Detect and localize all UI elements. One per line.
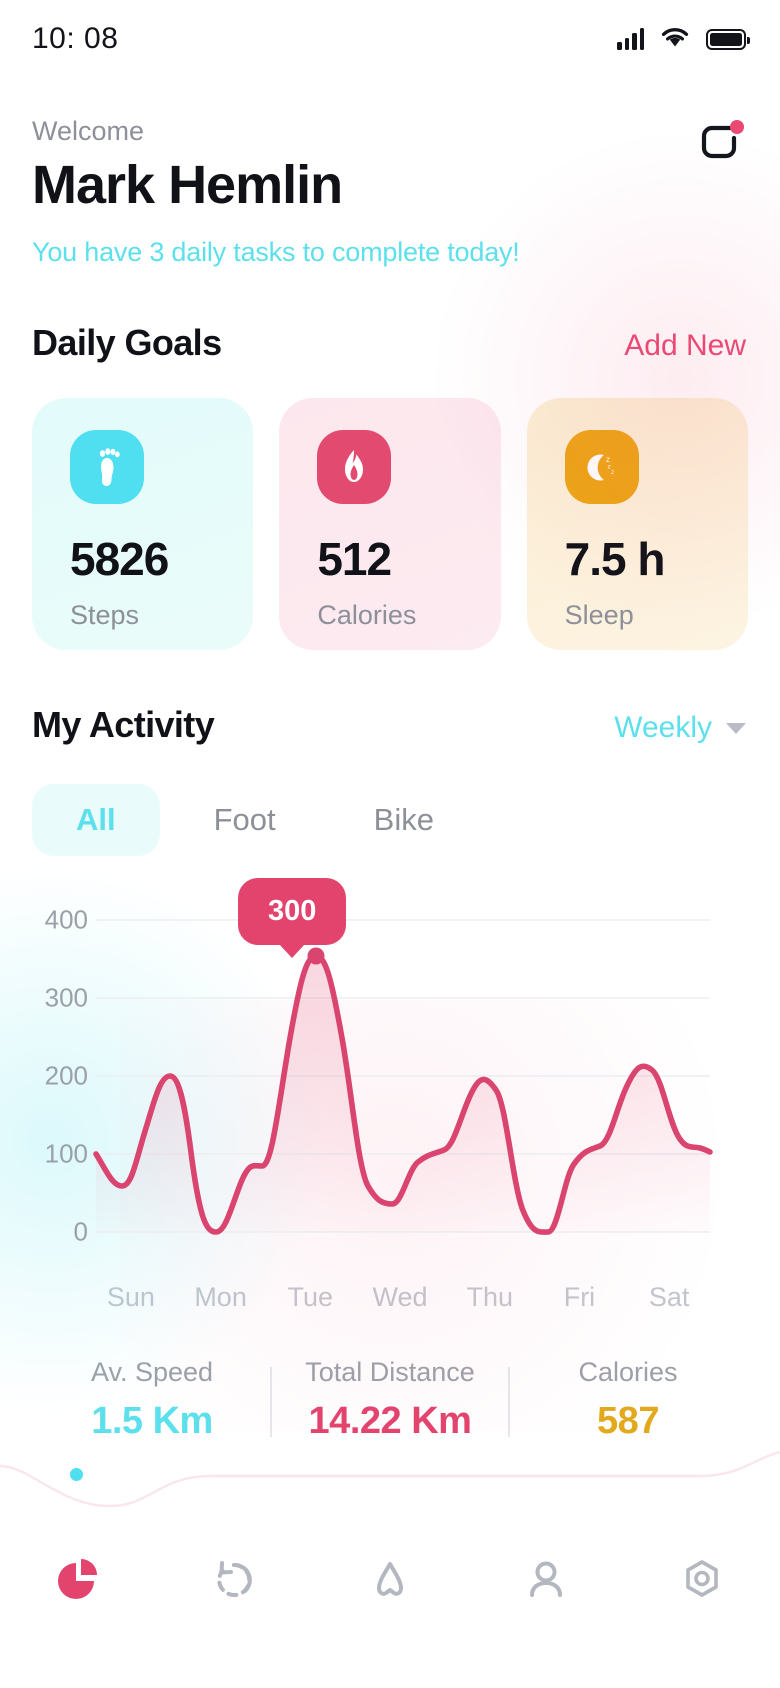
daily-tasks-message: You have 3 daily tasks to complete today… [32, 237, 520, 268]
settings-gear-icon [686, 1560, 718, 1597]
status-time: 10: 08 [32, 22, 119, 55]
svg-text:z: z [606, 455, 610, 464]
y-tick-200: 200 [44, 1060, 88, 1091]
stat-value-av-speed: 1.5 Km [91, 1400, 213, 1443]
stat-divider-1 [270, 1367, 272, 1438]
x-tick-mon: Mon [194, 1282, 247, 1313]
daily-goal-cards: 5826 Steps 512 Calories z z z [0, 398, 780, 651]
flame-icon [317, 430, 392, 505]
user-name: Mark Hemlin [32, 155, 343, 215]
add-new-button[interactable]: Add New [624, 329, 746, 363]
tab-all[interactable]: All [32, 784, 160, 857]
tab-bike[interactable]: Bike [373, 802, 434, 838]
activity-title: My Activity [32, 704, 215, 746]
status-icons [617, 25, 750, 53]
profile-person-icon [530, 1561, 562, 1597]
daily-goals-title: Daily Goals [32, 322, 222, 364]
y-tick-300: 300 [44, 982, 88, 1013]
stat-divider-2 [508, 1367, 510, 1438]
nav-active-indicator-dot [70, 1468, 83, 1481]
stat-label-calories: Calories [578, 1357, 678, 1388]
pie-dashboard-icon [58, 1559, 97, 1599]
stat-label-av-speed: Av. Speed [90, 1357, 214, 1388]
svg-text:z: z [611, 470, 614, 476]
activity-tabs: All Foot Bike [0, 784, 780, 857]
x-tick-thu: Thu [466, 1282, 513, 1313]
x-tick-fri: Fri [563, 1282, 596, 1313]
nav-item-settings[interactable] [656, 1534, 748, 1626]
y-tick-0: 0 [73, 1216, 88, 1247]
nav-item-navigation[interactable] [344, 1534, 436, 1626]
x-tick-sun: Sun [106, 1282, 155, 1313]
chart-y-axis: 400 300 200 100 0 [0, 878, 100, 1247]
signal-icon [617, 28, 644, 50]
bottom-navigation [0, 1448, 780, 1688]
navigation-arrow-icon [377, 1562, 403, 1596]
stat-total-distance: Total Distance 14.22 Km [272, 1357, 508, 1443]
stat-value-calories: 587 [597, 1400, 659, 1443]
y-tick-400: 400 [44, 904, 88, 935]
chevron-down-icon [726, 722, 746, 734]
activity-stats: Av. Speed 1.5 Km Total Distance 14.22 Km… [0, 1357, 780, 1443]
chart-x-axis: Sun Mon Tue Wed Thu Fri Sat [0, 1282, 780, 1313]
period-selector[interactable]: Weekly [614, 711, 746, 745]
activity-line-chart [93, 919, 713, 1236]
notification-bell-icon[interactable] [692, 114, 748, 170]
goal-label-calories: Calories [317, 600, 417, 631]
nav-item-history[interactable] [188, 1534, 280, 1626]
stat-calories: Calories 587 [510, 1357, 746, 1443]
stat-value-total-distance: 14.22 Km [308, 1400, 472, 1443]
nav-item-profile[interactable] [500, 1534, 592, 1626]
svg-text:z: z [607, 464, 610, 471]
stat-av-speed: Av. Speed 1.5 Km [34, 1357, 270, 1443]
history-icon [217, 1561, 252, 1597]
nav-item-dashboard[interactable] [32, 1534, 124, 1626]
chart-area-fill [96, 956, 710, 1233]
goal-value-calories: 512 [317, 533, 392, 586]
welcome-label: Welcome [32, 116, 145, 146]
x-tick-tue: Tue [287, 1282, 334, 1313]
battery-icon [706, 28, 750, 50]
nav-bar [0, 1508, 780, 1688]
moon-sleep-icon: z z z [564, 430, 639, 505]
x-tick-sat: Sat [648, 1282, 690, 1313]
period-label: Weekly [614, 711, 712, 745]
activity-chart[interactable]: 400 300 200 100 0 300 [0, 878, 780, 1278]
footprint-icon [70, 430, 144, 505]
goal-label-steps: Steps [70, 600, 140, 631]
goal-value-sleep: 7.5 h [564, 533, 666, 586]
header: Welcome Mark Hemlin You have 3 daily tas… [0, 78, 780, 268]
nav-curve [0, 1450, 780, 1508]
tab-foot[interactable]: Foot [213, 802, 276, 838]
goal-card-steps[interactable]: 5826 Steps [32, 398, 254, 651]
y-tick-100: 100 [44, 1138, 88, 1169]
goal-value-steps: 5826 [70, 533, 169, 586]
activity-header: My Activity Weekly [0, 704, 780, 746]
chart-tooltip: 300 [238, 878, 347, 946]
goal-card-calories[interactable]: 512 Calories [279, 398, 501, 651]
chart-line [93, 953, 713, 1236]
daily-goals-header: Daily Goals Add New [0, 322, 780, 364]
goal-card-sleep[interactable]: z z z 7.5 h Sleep [526, 398, 748, 651]
goal-label-sleep: Sleep [564, 600, 634, 631]
stat-label-total-distance: Total Distance [305, 1357, 475, 1388]
status-bar: 10: 08 [0, 0, 780, 78]
wifi-icon [660, 25, 690, 53]
chart-peak-marker [307, 947, 325, 965]
x-tick-wed: Wed [372, 1282, 428, 1313]
